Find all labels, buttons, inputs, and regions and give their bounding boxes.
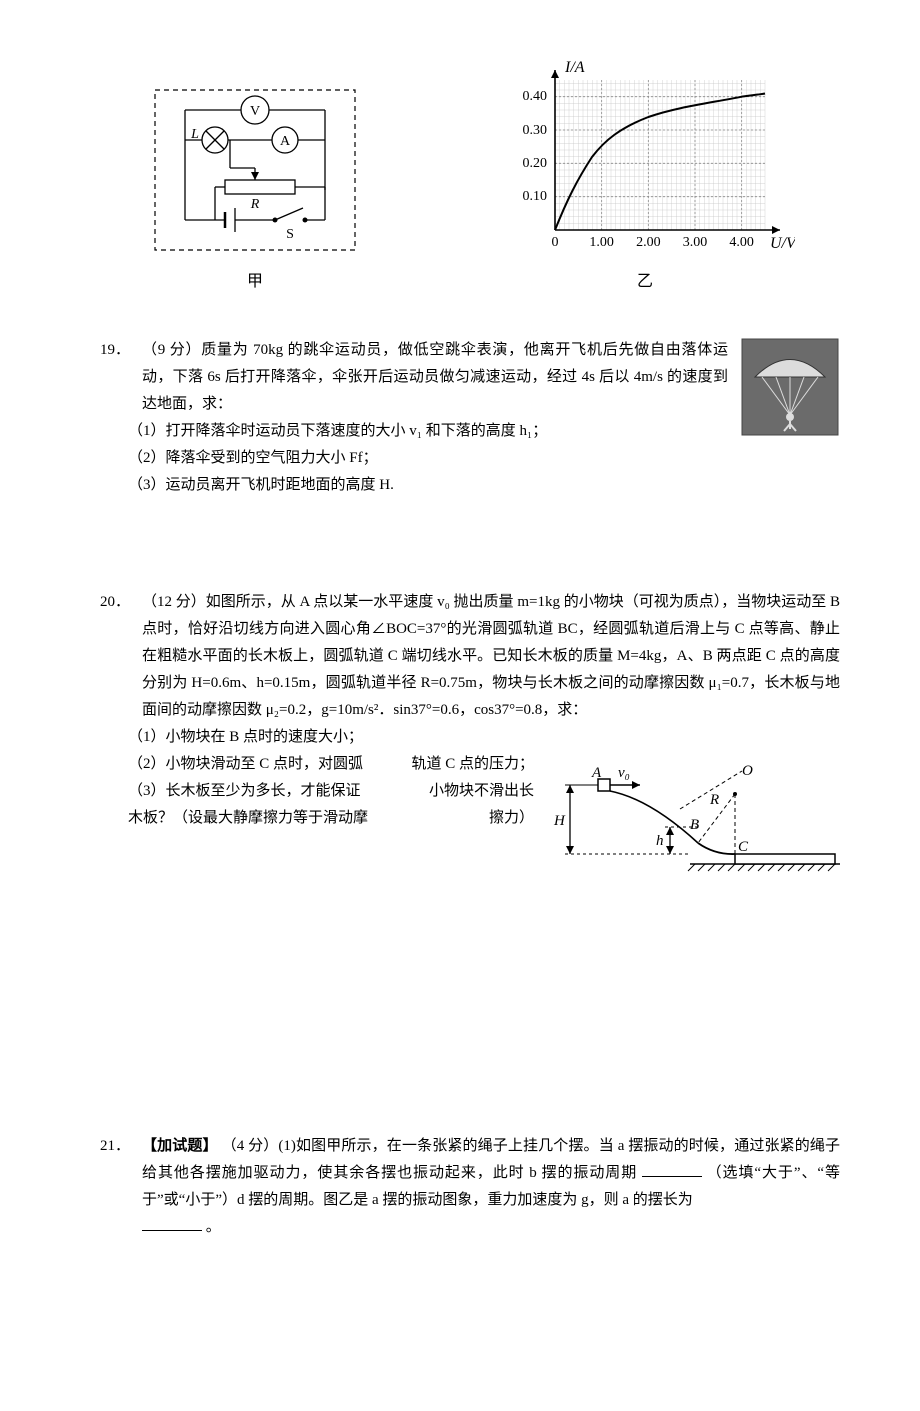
- circuit-figure: V L A: [145, 80, 365, 297]
- y-tick-0: 0.10: [523, 189, 548, 204]
- circuit-caption: 甲: [247, 268, 263, 297]
- p19-q3: （3）运动员离开飞机时距地面的高度 H.: [128, 472, 840, 499]
- svg-text:B: B: [690, 817, 699, 833]
- p20-intro: （12 分）如图所示，从 A 点以某一水平速度 v₀ 抛出质量 m=1kg 的小…: [142, 589, 840, 724]
- y-tick-1: 0.20: [523, 156, 548, 171]
- y-tick-3: 0.40: [523, 89, 548, 104]
- svg-text:v₀: v₀: [618, 765, 630, 781]
- p20-q2a: （2）小物块滑动至 C 点时，对圆弧: [128, 756, 363, 772]
- y-tick-2: 0.30: [523, 123, 548, 138]
- p20-q3d: 擦力）: [489, 805, 534, 832]
- p20-diagram: O R B C A v₀ H: [540, 749, 840, 889]
- voltmeter-label: V: [250, 104, 260, 119]
- parachute-icon: [740, 337, 840, 437]
- x-tick-2: 3.00: [683, 235, 708, 250]
- p20-q3b: 小物块不滑出长: [429, 778, 534, 805]
- p21-tag: 【加试题】: [142, 1138, 218, 1154]
- p20-q2-wrap: O R B C A v₀ H: [128, 751, 840, 893]
- svg-text:h: h: [656, 833, 664, 849]
- svg-text:H: H: [553, 813, 566, 829]
- p19-number: 19．: [100, 337, 130, 364]
- svg-text:R: R: [709, 792, 719, 808]
- p19-q2: （2）降落伞受到的空气阻力大小 Ff；: [128, 445, 840, 472]
- problem-20: 20． （12 分）如图所示，从 A 点以某一水平速度 v₀ 抛出质量 m=1k…: [100, 589, 840, 893]
- problem-21: 21． 【加试题】 （4 分）(1)如图甲所示，在一条张紧的绳子上挂几个摆。当 …: [100, 1133, 840, 1241]
- svg-text:A: A: [591, 765, 602, 781]
- p19-intro: （9 分）质量为 70kg 的跳伞运动员，做低空跳伞表演，他离开飞机后先做自由落…: [142, 337, 728, 418]
- x-tick-0: 1.00: [589, 235, 614, 250]
- svg-text:0: 0: [552, 235, 559, 250]
- svg-text:C: C: [738, 839, 749, 855]
- problem-19: 19． （9 分）质量为 70kg 的跳伞运动员，做低空跳伞表演，他离开飞机后先…: [100, 337, 840, 499]
- blank-1: [642, 1161, 702, 1177]
- circuit-svg: V L A: [145, 80, 365, 260]
- y-axis-label: I/A: [564, 60, 585, 76]
- graph-svg: placeholder: [495, 60, 795, 260]
- p21-number: 21．: [100, 1133, 130, 1160]
- p20-q3c: 木板？（设最大静摩擦力等于滑动摩: [128, 810, 368, 826]
- ammeter-label: A: [280, 134, 291, 149]
- rheostat-label: R: [250, 197, 260, 212]
- p20-number: 20．: [100, 589, 130, 616]
- x-axis-label: U/V: [770, 235, 795, 252]
- top-figures-row: V L A: [100, 60, 840, 297]
- switch-label: S: [286, 227, 294, 242]
- p20-q2b: 轨道 C 点的压力；: [411, 751, 534, 778]
- blank-2: [142, 1215, 202, 1231]
- x-tick-3: 4.00: [729, 235, 754, 250]
- p21-intro-c: 。: [206, 1219, 221, 1235]
- p20-q3a: （3）长木板至少为多长，才能保证: [128, 783, 361, 799]
- x-tick-1: 2.00: [636, 235, 661, 250]
- svg-text:O: O: [742, 763, 753, 779]
- graph-figure: placeholder: [495, 60, 795, 297]
- p20-q1: （1）小物块在 B 点时的速度大小；: [128, 724, 840, 751]
- graph-caption: 乙: [637, 268, 653, 297]
- p19-q1: （1）打开降落伞时运动员下落速度的大小 v₁ 和下落的高度 h₁；: [128, 418, 840, 445]
